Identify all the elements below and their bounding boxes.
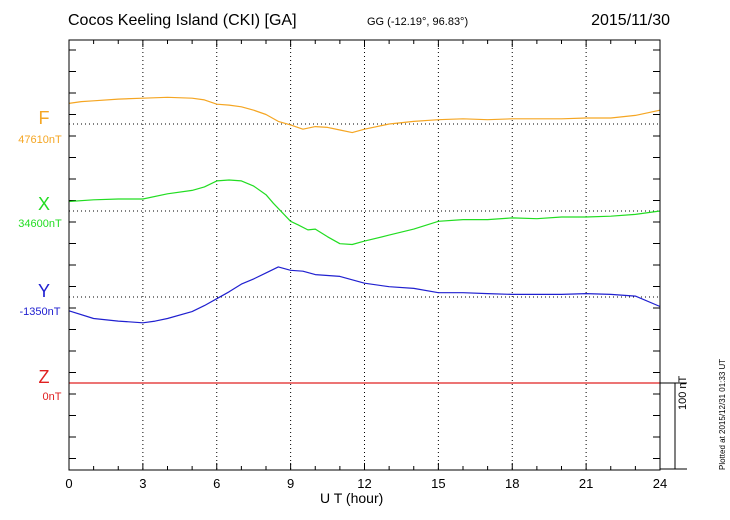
x-axis-label: U T (hour) (320, 490, 384, 506)
x-tick-label: 21 (578, 476, 594, 491)
station-title: Cocos Keeling Island (CKI) [GA] (68, 12, 297, 29)
x-tick-label: 24 (652, 476, 668, 491)
component-letter-y: Y (37, 281, 50, 301)
tick-marks (68, 40, 661, 470)
x-tick-label: 6 (213, 476, 221, 491)
x-tick-label: 0 (65, 476, 73, 491)
plot-frame (68, 39, 661, 471)
x-tick-label: 18 (505, 476, 520, 491)
component-baseline-f: 47610nT (18, 134, 62, 146)
data-series (68, 96, 661, 384)
x-tick-label: 3 (139, 476, 147, 491)
plot-date: 2015/11/30 (591, 12, 670, 29)
component-letter-f: F (38, 108, 50, 128)
component-baseline-x: 34600nT (18, 218, 62, 230)
x-tick-label: 9 (287, 476, 295, 491)
component-baseline-y: -1350nT (19, 306, 61, 318)
x-tick-label: 12 (357, 476, 372, 491)
series-line-y (68, 266, 661, 324)
grid-lines (69, 40, 660, 470)
station-coordinates: GG (-12.19°, 96.83°) (367, 16, 469, 28)
series-line-x (68, 179, 661, 246)
component-letter-z: Z (38, 367, 50, 387)
component-baseline-z: 0nT (42, 391, 62, 403)
series-line-f (68, 96, 661, 134)
plotted-timestamp: Plotted at 2015/12/31 01:33 UT (718, 358, 727, 470)
scale-bar (660, 382, 687, 470)
component-letter-x: X (37, 194, 50, 214)
x-tick-label: 15 (431, 476, 446, 491)
scale-bar-label: 100 nT (677, 375, 689, 410)
